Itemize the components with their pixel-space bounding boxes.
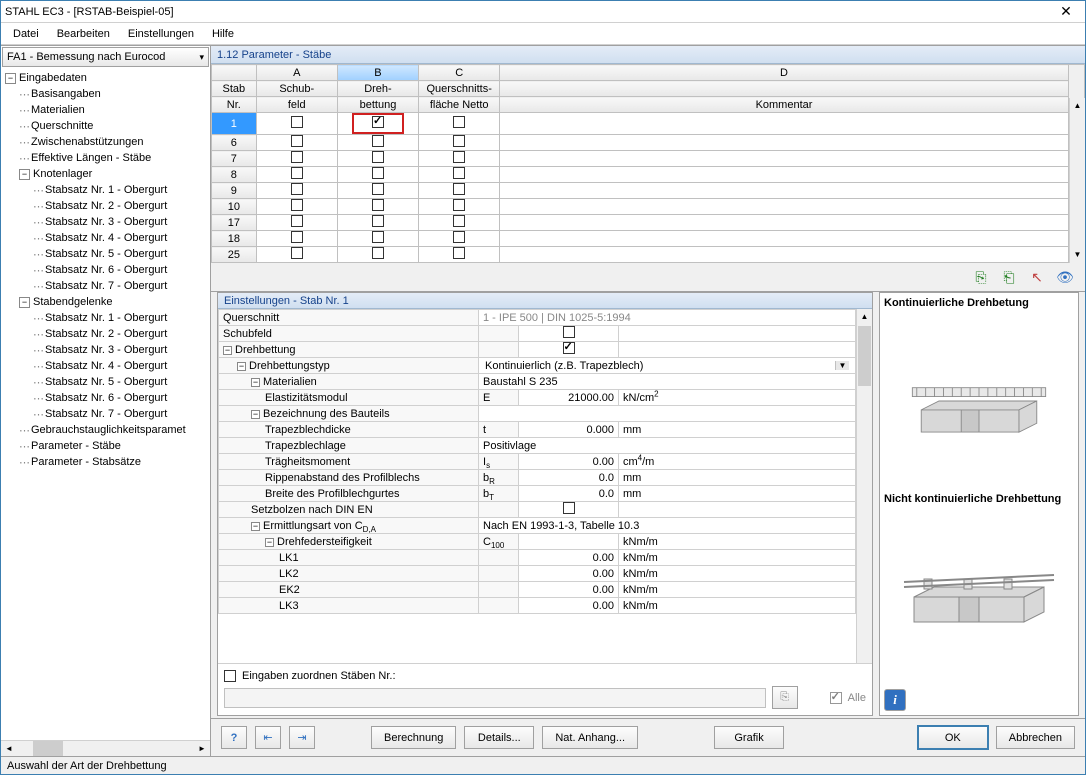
tree-item[interactable]: ⋯Stabsatz Nr. 6 - Obergurt xyxy=(1,262,210,278)
assign-checkbox[interactable] xyxy=(224,670,236,682)
settings-vscroll[interactable]: ▲ xyxy=(856,309,872,663)
tree-item[interactable]: ⋯Stabsatz Nr. 5 - Obergurt xyxy=(1,246,210,262)
assign-label: Eingaben zuordnen Stäben Nr.: xyxy=(242,670,396,682)
tree-item[interactable]: ⋯Stabsatz Nr. 3 - Obergurt xyxy=(1,214,210,230)
statusbar: Auswahl der Art der Drehbettung xyxy=(1,756,1085,774)
tree-item[interactable]: ⋯Stabsatz Nr. 7 - Obergurt xyxy=(1,406,210,422)
preview-panel: Kontinuierliche Drehbetung xyxy=(879,292,1079,716)
details-button[interactable]: Details... xyxy=(464,726,534,749)
settings-grid[interactable]: Querschnitt1 - IPE 500 | DIN 1025-5:1994… xyxy=(218,309,856,663)
next-button[interactable]: ⇥ xyxy=(289,726,315,749)
main-window: STAHL EC3 - [RSTAB-Beispiel-05] ✕ DateiB… xyxy=(0,0,1086,775)
tree-item[interactable]: ⋯Basisangaben xyxy=(1,86,210,102)
grid-toolbar: ⎘ ⎗ ↖ 👁 xyxy=(211,263,1085,291)
tree-item[interactable]: ⋯Effektive Längen - Stäbe xyxy=(1,150,210,166)
menu-bearbeiten[interactable]: Bearbeiten xyxy=(49,26,118,42)
tree-item[interactable]: ⋯Stabsatz Nr. 1 - Obergurt xyxy=(1,310,210,326)
tree-item[interactable]: ⋯Gebrauchstauglichkeitsparamet xyxy=(1,422,210,438)
tree-item[interactable]: ⋯Stabsatz Nr. 7 - Obergurt xyxy=(1,278,210,294)
tree-item[interactable]: ⋯Materialien xyxy=(1,102,210,118)
alle-label: Alle xyxy=(848,692,866,704)
nat-anhang-button[interactable]: Nat. Anhang... xyxy=(542,726,638,749)
close-button[interactable]: ✕ xyxy=(1051,3,1081,20)
pick-members-icon[interactable]: ⎘ xyxy=(772,686,798,709)
settings-area: Einstellungen - Stab Nr. 1 Querschnitt1 … xyxy=(211,292,1085,718)
tree-item[interactable]: ⋯Parameter - Stäbe xyxy=(1,438,210,454)
preview2-title: Nicht kontinuierliche Drehbettung xyxy=(884,493,1074,505)
tree-item[interactable]: ⋯Stabsatz Nr. 2 - Obergurt xyxy=(1,198,210,214)
statusbar-text: Auswahl der Art der Drehbettung xyxy=(7,760,167,772)
sidebar: FA1 - Bemessung nach Eurocod −Eingabedat… xyxy=(1,46,211,756)
tree-item[interactable]: ⋯Stabsatz Nr. 6 - Obergurt xyxy=(1,390,210,406)
window-title: STAHL EC3 - [RSTAB-Beispiel-05] xyxy=(5,6,1051,18)
content: 1.12 Parameter - Stäbe ABCDStabSchub-Dre… xyxy=(211,46,1085,756)
tree-item[interactable]: ⋯Stabsatz Nr. 5 - Obergurt xyxy=(1,374,210,390)
menubar: DateiBearbeitenEinstellungenHilfe xyxy=(1,23,1085,45)
settings-panel: Einstellungen - Stab Nr. 1 Querschnitt1 … xyxy=(217,292,873,716)
abbrechen-button[interactable]: Abbrechen xyxy=(996,726,1075,749)
main-area: FA1 - Bemessung nach Eurocod −Eingabedat… xyxy=(1,45,1085,756)
tree-item[interactable]: ⋯Querschnitte xyxy=(1,118,210,134)
info-button[interactable]: i xyxy=(884,689,906,711)
sidebar-hscroll[interactable]: ◄ ► xyxy=(1,740,210,756)
eye-icon[interactable]: 👁 xyxy=(1053,266,1077,288)
tree-item[interactable]: ⋯Stabsatz Nr. 4 - Obergurt xyxy=(1,230,210,246)
parameter-grid[interactable]: ABCDStabSchub-Dreh-Querschnitts-Nr.feldb… xyxy=(211,64,1085,263)
menu-hilfe[interactable]: Hilfe xyxy=(204,26,242,42)
tree-item[interactable]: ⋯Parameter - Stabsätze xyxy=(1,454,210,470)
ok-button[interactable]: OK xyxy=(918,726,988,749)
menu-datei[interactable]: Datei xyxy=(5,26,47,42)
tree-item[interactable]: ⋯Stabsatz Nr. 3 - Obergurt xyxy=(1,342,210,358)
tree-item[interactable]: −Eingabedaten xyxy=(1,70,210,86)
pick-icon[interactable]: ↖ xyxy=(1025,266,1049,288)
help-button[interactable]: ? xyxy=(221,726,247,749)
tree-item[interactable]: ⋯Stabsatz Nr. 1 - Obergurt xyxy=(1,182,210,198)
nav-tree: −Eingabedaten⋯Basisangaben⋯Materialien⋯Q… xyxy=(1,68,210,740)
alle-checkbox[interactable] xyxy=(830,692,842,704)
excel-export-icon[interactable]: ⎘ xyxy=(969,266,993,288)
preview1-title: Kontinuierliche Drehbetung xyxy=(884,297,1074,309)
tree-item[interactable]: −Stabendgelenke xyxy=(1,294,210,310)
prev-button[interactable]: ⇤ xyxy=(255,726,281,749)
grid-area: ABCDStabSchub-Dreh-Querschnitts-Nr.feldb… xyxy=(211,64,1085,292)
tree-item[interactable]: ⋯Stabsatz Nr. 4 - Obergurt xyxy=(1,358,210,374)
settings-header: Einstellungen - Stab Nr. 1 xyxy=(218,293,872,309)
titlebar: STAHL EC3 - [RSTAB-Beispiel-05] ✕ xyxy=(1,1,1085,23)
tree-item[interactable]: ⋯Stabsatz Nr. 2 - Obergurt xyxy=(1,326,210,342)
tree-item[interactable]: −Knotenlager xyxy=(1,166,210,182)
case-dropdown[interactable]: FA1 - Bemessung nach Eurocod xyxy=(2,47,209,67)
preview1-image xyxy=(884,313,1074,489)
preview2-image xyxy=(884,509,1074,685)
menu-einstellungen[interactable]: Einstellungen xyxy=(120,26,202,42)
content-header: 1.12 Parameter - Stäbe xyxy=(211,46,1085,64)
grafik-button[interactable]: Grafik xyxy=(714,726,784,749)
grid-vscroll[interactable]: ▲ ▼ xyxy=(1069,98,1085,263)
excel-import-icon[interactable]: ⎗ xyxy=(997,266,1021,288)
settings-footer: Eingaben zuordnen Stäben Nr.: ⎘ Alle xyxy=(218,663,872,715)
assign-input[interactable] xyxy=(224,688,766,708)
tree-item[interactable]: ⋯Zwischenabstützungen xyxy=(1,134,210,150)
button-bar: ? ⇤ ⇥ Berechnung Details... Nat. Anhang.… xyxy=(211,718,1085,756)
berechnung-button[interactable]: Berechnung xyxy=(371,726,456,749)
